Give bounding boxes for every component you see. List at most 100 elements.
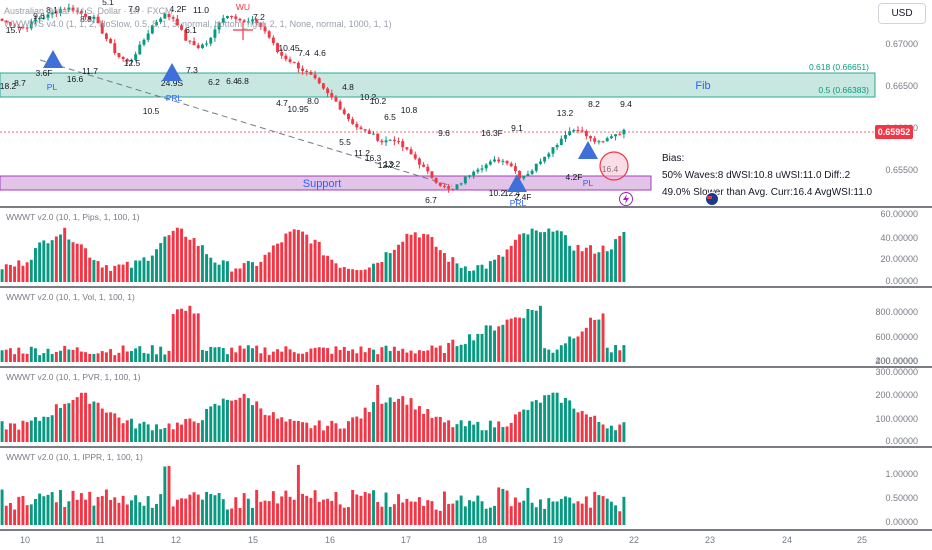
volume-bar: [330, 259, 334, 282]
candle: [484, 163, 488, 172]
candle: [79, 9, 83, 16]
volume-bar: [217, 405, 221, 442]
volume-bar: [259, 353, 263, 362]
volume-bar: [530, 401, 534, 442]
volume-bar: [192, 421, 196, 442]
volume-bar: [509, 318, 513, 362]
time-tick: 10: [20, 535, 30, 545]
candle: [255, 18, 259, 26]
volume-bar: [534, 230, 538, 282]
volume-bar: [221, 499, 225, 525]
volume-bar: [434, 509, 438, 525]
volume-bar: [317, 501, 321, 525]
volume-bar: [146, 424, 150, 442]
volume-bar: [276, 243, 279, 282]
volume-bar: [96, 261, 100, 282]
volume-bar: [614, 430, 618, 442]
candle: [372, 131, 375, 135]
volume-bar: [271, 351, 275, 362]
current-price-badge: 0.65952: [875, 125, 913, 139]
price-tick: 0.66500: [885, 81, 918, 91]
volume-bar: [234, 399, 238, 442]
price-tick: 0.65500: [885, 165, 918, 175]
volume-bar: [184, 419, 188, 442]
volume-bar: [125, 351, 129, 362]
volume-bar: [88, 491, 92, 525]
time-tick: 25: [857, 535, 867, 545]
volume-bar: [171, 314, 175, 362]
volume-bar: [376, 501, 380, 525]
volume-bar: [34, 417, 37, 442]
volume-bar: [330, 353, 334, 362]
volume-bar: [21, 420, 25, 442]
volume-bar: [100, 496, 104, 525]
wave-label: 16.3: [365, 153, 382, 163]
volume-bar: [280, 351, 284, 362]
volume-bar: [530, 502, 534, 525]
volume-bar: [380, 261, 384, 282]
volume-bar: [230, 347, 234, 362]
volume-bar: [455, 424, 459, 442]
volume-bar: [196, 313, 200, 362]
volume-bar: [555, 230, 559, 282]
wave-label: 6.5: [384, 112, 396, 122]
volume-bar: [438, 345, 442, 362]
volume-bar: [288, 419, 292, 442]
volume-bar: [488, 507, 492, 525]
volume-bar: [451, 339, 455, 362]
currency-button[interactable]: USD: [878, 3, 926, 24]
volume-bar: [255, 265, 259, 282]
candle: [555, 143, 559, 151]
lightning-icon[interactable]: [619, 192, 633, 206]
volume-bar: [367, 493, 371, 525]
candle: [196, 42, 200, 50]
wave-label: 10.5: [143, 106, 160, 116]
price-tick: 0.67000: [885, 39, 918, 49]
candle: [593, 135, 597, 145]
candle: [388, 139, 392, 141]
volume-bar: [129, 418, 133, 442]
volume-bar: [288, 231, 292, 282]
volume-bar: [313, 425, 317, 442]
fib-50-label: 0.5 (0.66383): [818, 85, 869, 95]
volume-bar: [422, 505, 426, 525]
volume-bar: [476, 421, 480, 442]
volume-bar: [17, 429, 21, 442]
volume-bar: [351, 489, 355, 525]
volume-bar: [84, 392, 88, 442]
volume-bar: [188, 239, 192, 282]
volume-bar: [405, 352, 409, 362]
volume-bar: [434, 246, 438, 282]
wave-label: 4.2F: [169, 4, 186, 14]
volume-bar: [146, 353, 150, 362]
wave-label: 11.0: [193, 5, 209, 15]
pane-tick: 0.00000: [885, 436, 918, 446]
volume-bar: [280, 496, 284, 525]
volume-bar: [109, 270, 113, 282]
volume-bar: [67, 239, 71, 282]
volume-bar: [109, 499, 113, 525]
volume-bar: [384, 402, 388, 442]
volume-bar: [347, 268, 350, 282]
volume-bar: [564, 343, 567, 362]
candle: [167, 13, 171, 21]
fib-zone: [0, 72, 876, 98]
flag-icon[interactable]: [705, 192, 719, 206]
volume-bar: [597, 495, 601, 525]
wave-label: 6.8: [237, 76, 249, 86]
volume-bar: [597, 422, 601, 442]
volume-bar: [614, 505, 618, 525]
volume-bar: [342, 507, 346, 525]
volume-bar: [292, 420, 296, 442]
volume-bar: [551, 501, 555, 525]
volume-bar: [384, 252, 388, 282]
volume-bar: [601, 424, 605, 442]
candle: [426, 163, 430, 175]
volume-bar: [150, 507, 154, 525]
volume-bar: [501, 427, 505, 442]
candle: [363, 129, 367, 133]
volume-bar: [522, 500, 526, 525]
candle: [447, 183, 451, 193]
volume-bar: [388, 351, 392, 362]
